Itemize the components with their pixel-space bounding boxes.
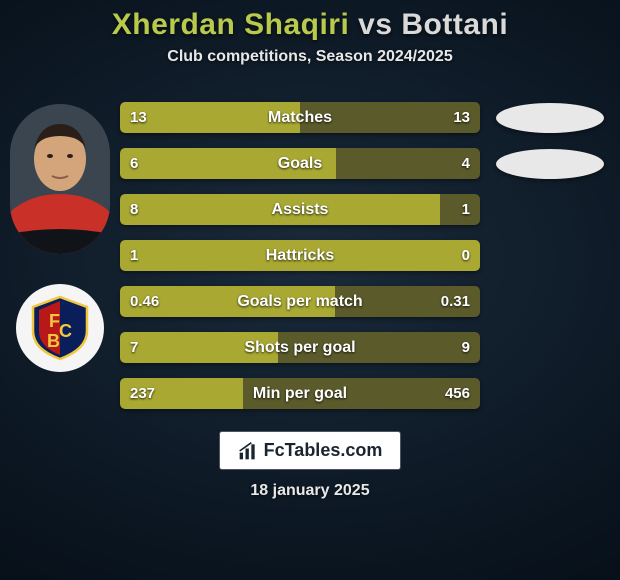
stat-label: Goals per match (120, 286, 480, 317)
stat-label: Min per goal (120, 378, 480, 409)
badge-svg: F C B (25, 293, 95, 363)
stat-label: Hattricks (120, 240, 480, 271)
subtitle: Club competitions, Season 2024/2025 (0, 48, 620, 66)
stat-label: Assists (120, 194, 480, 225)
main-row: F C B 13Matches136Goals48Assists11Hattri… (0, 94, 620, 409)
page-title: Xherdan Shaqiri vs Bottani (0, 8, 620, 42)
logo-text: FcTables.com (264, 440, 383, 461)
svg-text:C: C (59, 321, 72, 341)
stat-value-right: 0 (462, 240, 470, 271)
stat-label: Goals (120, 148, 480, 179)
stat-bar: 6Goals4 (120, 148, 480, 179)
title-player1: Xherdan Shaqiri (112, 8, 350, 41)
ellipse-slot (496, 148, 604, 179)
footer: FcTables.com 18 january 2025 (0, 431, 620, 500)
stat-value-right: 0.31 (441, 286, 470, 317)
chart-icon (238, 441, 258, 461)
title-vs: vs (358, 8, 392, 41)
content-wrapper: Xherdan Shaqiri vs Bottani Club competit… (0, 0, 620, 580)
fctables-logo[interactable]: FcTables.com (219, 431, 402, 470)
left-column: F C B (0, 94, 120, 372)
bars-column: 13Matches136Goals48Assists11Hattricks00.… (120, 94, 480, 409)
stat-bar: 7Shots per goal9 (120, 332, 480, 363)
stat-value-right: 13 (453, 102, 470, 133)
ellipse-slot (496, 102, 604, 133)
stat-label: Matches (120, 102, 480, 133)
title-player2: Bottani (401, 8, 508, 41)
right-column (480, 94, 620, 409)
stat-bar: 237Min per goal456 (120, 378, 480, 409)
stat-value-right: 1 (462, 194, 470, 225)
comparison-ellipse (496, 149, 604, 179)
date-text: 18 january 2025 (250, 482, 369, 500)
svg-text:B: B (47, 331, 60, 351)
stat-value-right: 456 (445, 378, 470, 409)
stat-label: Shots per goal (120, 332, 480, 363)
stat-bar: 0.46Goals per match0.31 (120, 286, 480, 317)
stat-value-right: 9 (462, 332, 470, 363)
stat-value-right: 4 (462, 148, 470, 179)
club-badge: F C B (16, 284, 104, 372)
avatar-svg (10, 104, 110, 254)
player1-avatar (10, 104, 110, 254)
stat-bar: 8Assists1 (120, 194, 480, 225)
comparison-ellipse (496, 103, 604, 133)
stat-bar: 13Matches13 (120, 102, 480, 133)
stat-bar: 1Hattricks0 (120, 240, 480, 271)
